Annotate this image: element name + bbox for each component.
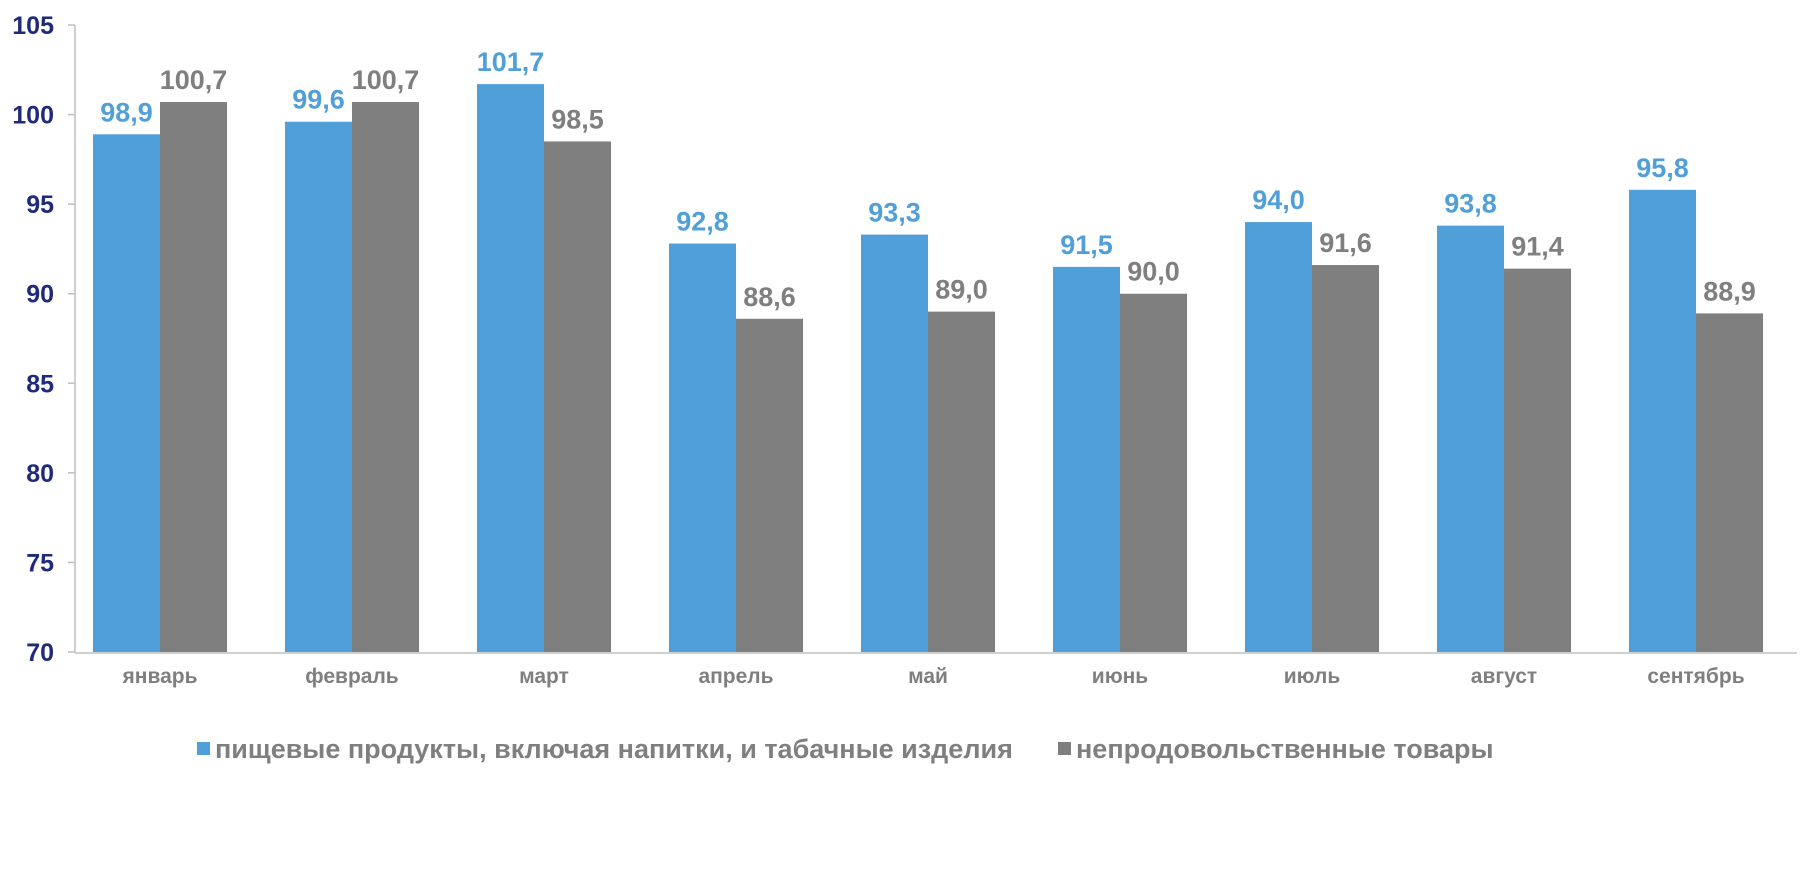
data-label: 89,0 <box>935 275 988 305</box>
bar-food <box>861 234 928 652</box>
legend-swatch <box>197 742 210 755</box>
data-label: 91,4 <box>1511 232 1564 262</box>
x-tick-label: август <box>1471 665 1537 688</box>
x-axis: январь февраль март апрель май июнь июль август… <box>75 652 1797 688</box>
y-tick-label: 80 <box>26 460 54 488</box>
bar-food <box>1053 266 1120 652</box>
y-axis: 70 75 80 85 90 95 100 105 <box>12 12 76 667</box>
x-tick-label: июль <box>1284 665 1341 688</box>
bar-nonfood <box>352 102 419 652</box>
data-label: 93,3 <box>868 198 921 228</box>
y-tick-label: 105 <box>12 12 54 40</box>
bar-nonfood <box>928 311 995 652</box>
bar-nonfood <box>1696 313 1763 652</box>
data-label: 90,0 <box>1127 257 1180 287</box>
bar-food <box>1245 222 1312 653</box>
data-label: 92,8 <box>676 207 729 237</box>
bar-food <box>93 134 160 652</box>
bar-nonfood <box>1504 268 1571 652</box>
x-tick-label: январь <box>122 665 198 688</box>
bar-nonfood <box>736 318 803 652</box>
bar-nonfood <box>1312 265 1379 652</box>
bar-nonfood <box>544 141 611 652</box>
y-tick-label: 95 <box>26 191 54 219</box>
x-tick-label: апрель <box>698 665 773 688</box>
y-tick-label: 100 <box>12 102 54 130</box>
y-tick-label: 70 <box>26 639 54 667</box>
legend-label: непродовольственные товары <box>1076 734 1494 764</box>
x-tick-label: май <box>908 665 948 688</box>
data-label: 98,9 <box>100 97 153 127</box>
y-tick-label: 85 <box>26 370 54 398</box>
y-tick-label: 90 <box>26 281 54 309</box>
data-label: 95,8 <box>1636 153 1689 183</box>
bar-food <box>285 121 352 653</box>
bar-nonfood <box>1120 293 1187 652</box>
bar-nonfood <box>160 102 227 652</box>
data-label: 101,7 <box>477 47 545 77</box>
bars <box>93 84 1763 653</box>
bar-food <box>1437 225 1504 652</box>
bar-food <box>477 84 544 653</box>
x-tick-label: февраль <box>305 665 399 688</box>
legend-label: пищевые продукты, включая напитки, и таб… <box>215 734 1013 764</box>
data-label: 88,9 <box>1703 276 1756 306</box>
bar-food <box>1629 189 1696 652</box>
y-tick-label: 75 <box>26 549 54 577</box>
data-label: 100,7 <box>160 65 228 95</box>
x-tick-label: март <box>519 665 569 688</box>
data-label: 94,0 <box>1252 185 1305 215</box>
data-label: 93,8 <box>1444 189 1497 219</box>
data-label: 88,6 <box>743 282 796 312</box>
data-labels: 98,9 99,6 101,7 92,8 93,3 91,5 94,0 93,8 95,8 100… <box>100 47 1756 312</box>
x-tick-label: сентябрь <box>1647 665 1744 688</box>
bar-food <box>669 243 736 652</box>
data-label: 100,7 <box>352 65 420 95</box>
data-label: 99,6 <box>292 85 345 115</box>
legend: пищевые продукты, включая напитки, и таб… <box>197 734 1494 764</box>
x-tick-label: июнь <box>1092 665 1149 688</box>
legend-swatch <box>1058 742 1071 755</box>
data-label: 98,5 <box>551 104 604 134</box>
data-label: 91,6 <box>1319 228 1372 258</box>
data-label: 91,5 <box>1060 230 1113 260</box>
